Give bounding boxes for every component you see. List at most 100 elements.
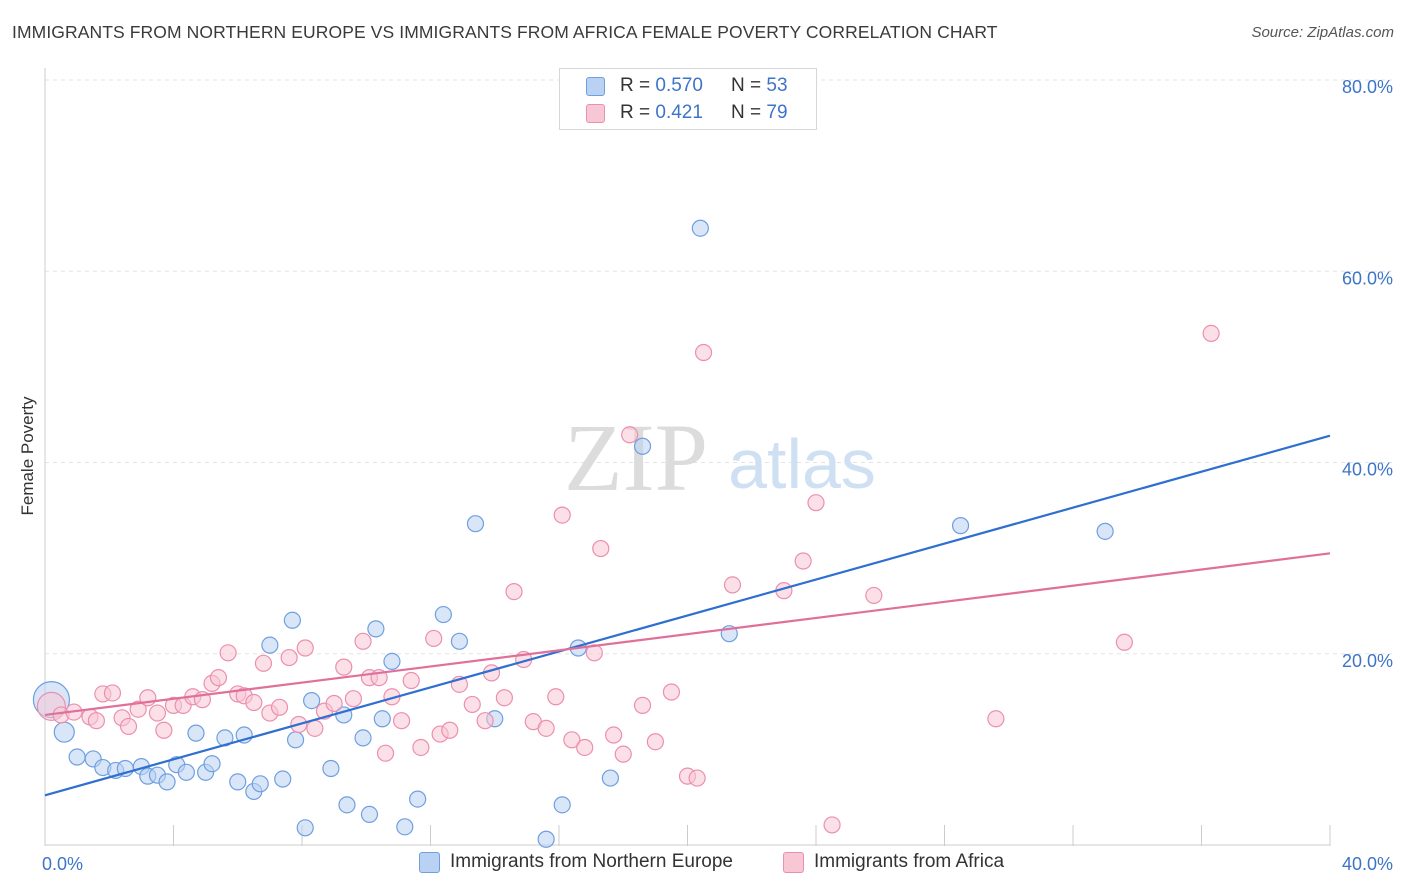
- y-tick-label: 20.0%: [1342, 651, 1393, 671]
- watermark-atlas: atlas: [728, 425, 876, 503]
- legend-label: Immigrants from Northern Europe: [450, 851, 733, 872]
- pink-swatch: [783, 851, 804, 873]
- data-point: [476, 712, 494, 730]
- data-point: [537, 830, 555, 848]
- data-point: [158, 773, 176, 791]
- data-point: [187, 724, 205, 742]
- data-point: [155, 721, 173, 739]
- x-tick-label: 0.0%: [42, 854, 83, 874]
- blue-swatch: [586, 76, 605, 96]
- data-point: [367, 620, 385, 638]
- source-label: Source: ZipAtlas.com: [1251, 24, 1394, 41]
- data-point: [823, 816, 841, 834]
- series-legend: Immigrants from Northern Europe Immigran…: [0, 851, 1406, 877]
- data-point: [807, 494, 825, 512]
- data-point: [280, 648, 298, 667]
- data-point: [335, 658, 353, 676]
- data-point: [373, 710, 391, 728]
- data-point: [261, 636, 279, 654]
- data-point: [392, 712, 411, 730]
- data-point: [402, 671, 420, 690]
- data-point: [383, 652, 401, 671]
- data-point: [537, 719, 555, 737]
- data-point: [354, 729, 372, 747]
- trend-lines: [44, 434, 1331, 797]
- chart-title: IMMIGRANTS FROM NORTHERN EUROPE VS IMMIG…: [12, 22, 998, 42]
- n-value: 53: [766, 75, 788, 96]
- data-point: [68, 748, 86, 766]
- correlation-legend: R = 0.570 N = 53 R = 0.421 N = 79: [559, 68, 817, 130]
- data-point: [286, 731, 305, 749]
- data-point: [251, 775, 269, 793]
- data-point: [274, 770, 292, 788]
- data-point: [1202, 324, 1220, 343]
- data-point: [87, 712, 106, 730]
- data-point: [688, 769, 706, 787]
- n-label: N =: [731, 102, 767, 123]
- data-point: [129, 700, 147, 718]
- data-point: [694, 343, 713, 362]
- x-tick-label: 40.0%: [1342, 854, 1393, 874]
- data-point: [505, 582, 523, 601]
- data-point: [794, 552, 812, 570]
- data-point: [177, 763, 195, 781]
- data-point: [621, 426, 639, 444]
- data-point: [495, 689, 513, 707]
- pink-swatch: [586, 103, 605, 123]
- data-point: [412, 738, 430, 757]
- data-point: [219, 644, 237, 662]
- data-points: [32, 219, 1220, 848]
- data-point: [441, 721, 459, 739]
- legend-label: Immigrants from Africa: [814, 851, 1005, 872]
- data-point: [344, 690, 362, 708]
- data-point: [576, 738, 594, 757]
- legend-item-northern-europe: Immigrants from Northern Europe: [419, 851, 733, 873]
- legend-item-africa: Immigrants from Africa: [783, 851, 1004, 873]
- data-point: [1115, 633, 1134, 651]
- tick-labels: 20.0% 40.0% 60.0% 80.0% 0.0% 40.0%: [42, 77, 1393, 874]
- data-point: [662, 683, 681, 701]
- data-point: [450, 632, 469, 650]
- data-point: [103, 684, 122, 702]
- data-point: [553, 506, 571, 524]
- data-point: [633, 437, 652, 455]
- data-point: [691, 219, 709, 237]
- data-point: [360, 805, 379, 824]
- r-value: 0.570: [655, 75, 703, 96]
- n-value: 79: [766, 102, 788, 123]
- n-label: N =: [731, 75, 767, 96]
- data-point: [547, 688, 565, 706]
- r-label: R =: [620, 102, 656, 123]
- data-point: [119, 717, 138, 736]
- data-point: [601, 769, 620, 787]
- y-tick-label: 40.0%: [1342, 460, 1393, 480]
- blue-swatch: [419, 851, 440, 873]
- data-point: [283, 611, 301, 629]
- data-point: [466, 515, 485, 533]
- trend-line: [44, 552, 1331, 717]
- data-point: [605, 726, 623, 744]
- data-point: [322, 759, 340, 778]
- data-point: [987, 710, 1005, 728]
- data-point: [296, 819, 314, 837]
- data-point: [409, 790, 427, 808]
- gridlines: [45, 79, 1392, 655]
- data-point: [338, 796, 356, 814]
- data-point: [553, 796, 571, 814]
- data-point: [646, 733, 664, 751]
- data-point: [245, 693, 263, 712]
- watermark-zip: ZIP: [564, 404, 708, 511]
- data-point: [563, 731, 581, 749]
- data-point: [209, 669, 228, 687]
- data-point: [376, 744, 395, 762]
- data-point: [463, 695, 481, 714]
- data-point: [614, 745, 632, 763]
- data-point: [723, 576, 742, 594]
- data-point: [303, 692, 321, 710]
- data-point: [434, 605, 452, 624]
- data-point: [633, 696, 652, 714]
- data-point: [229, 773, 247, 791]
- data-point: [592, 539, 610, 558]
- data-point: [148, 704, 167, 722]
